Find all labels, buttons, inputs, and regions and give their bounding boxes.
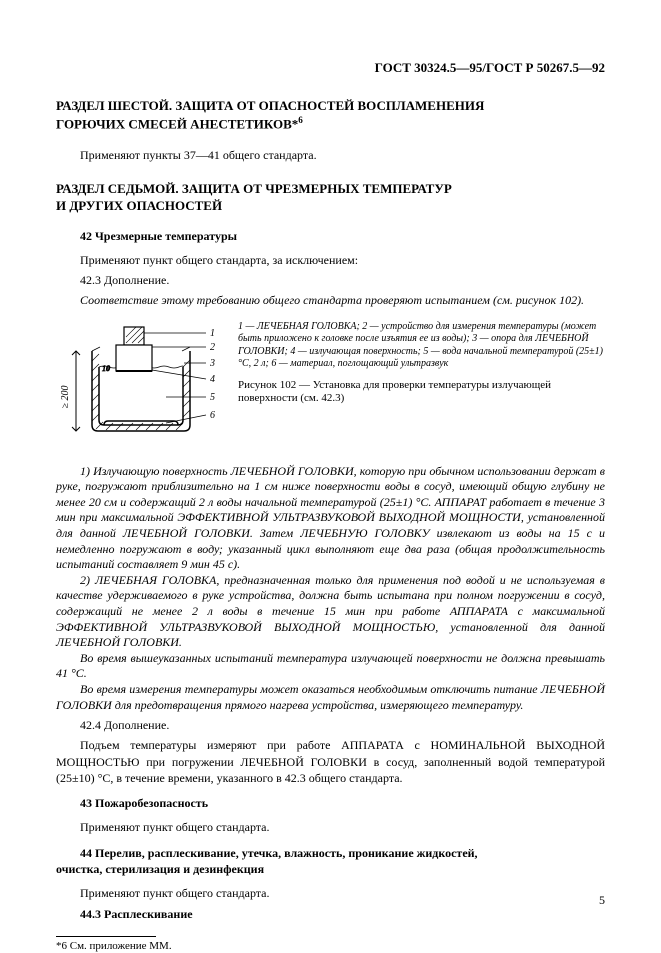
leader-1: 1 bbox=[210, 328, 215, 339]
section-6-paragraph: Применяют пункты 37—41 общего стандарта. bbox=[56, 147, 605, 163]
s42-p1: Применяют пункт общего стандарта, за иск… bbox=[56, 252, 605, 268]
s44-heading: 44 Перелив, расплескивание, утечка, влаж… bbox=[56, 845, 605, 877]
section-6-title-line1: РАЗДЕЛ ШЕСТОЙ. ЗАЩИТА ОТ ОПАСНОСТЕЙ ВОСП… bbox=[56, 98, 484, 113]
footnote-marker: *6 bbox=[56, 940, 67, 952]
footnote: *6 См. приложение ММ. bbox=[56, 939, 605, 953]
body-p2: 2) ЛЕЧЕБНАЯ ГОЛОВКА, предназначенная тол… bbox=[56, 573, 605, 651]
leader-6: 6 bbox=[210, 410, 215, 421]
body-p1: 1) Излучающую поверхность ЛЕЧЕБНОЙ ГОЛОВ… bbox=[56, 464, 605, 573]
figure-102-title: Рисунок 102 — Установка для проверки тем… bbox=[238, 379, 605, 407]
svg-text:10: 10 bbox=[102, 364, 110, 373]
dim-label: ≥ 200 bbox=[60, 385, 71, 408]
leader-4: 4 bbox=[210, 374, 215, 385]
section-7-title-line1: РАЗДЕЛ СЕДЬМОЙ. ЗАЩИТА ОТ ЧРЕЗМЕРНЫХ ТЕМ… bbox=[56, 181, 452, 196]
figure-102-caption: 1 — ЛЕЧЕБНАЯ ГОЛОВКА; 2 — устройство для… bbox=[226, 317, 605, 407]
footnote-text: См. приложение ММ. bbox=[67, 940, 172, 952]
s42-heading: 42 Чрезмерные температуры bbox=[56, 229, 605, 244]
s44-p1: Применяют пункт общего стандарта. bbox=[56, 885, 605, 901]
page-number: 5 bbox=[599, 893, 605, 908]
spacer bbox=[56, 167, 605, 181]
s44-heading-l2: очистка, стерилизация и дезинфекция bbox=[56, 862, 264, 876]
s42-p3: Соответствие этому требованию общего ста… bbox=[56, 292, 605, 308]
body-p4: Во время измерения температуры может ока… bbox=[56, 682, 605, 713]
figure-102: ≥ 200 bbox=[56, 317, 605, 452]
s43-p1: Применяют пункт общего стандарта. bbox=[56, 819, 605, 835]
s44-heading-l1: 44 Перелив, расплескивание, утечка, влаж… bbox=[80, 846, 478, 860]
section-6-title: РАЗДЕЛ ШЕСТОЙ. ЗАЩИТА ОТ ОПАСНОСТЕЙ ВОСП… bbox=[56, 98, 605, 133]
section-6-sup: 6 bbox=[298, 115, 303, 125]
leader-2: 2 bbox=[210, 342, 215, 353]
leader-3: 3 bbox=[209, 358, 215, 369]
s43-heading: 43 Пожаробезопасность bbox=[56, 796, 605, 811]
standard-code: ГОСТ 30324.5—95/ГОСТ Р 50267.5—92 bbox=[56, 60, 605, 76]
s42-p2: 42.3 Дополнение. bbox=[56, 272, 605, 288]
body-p5: 42.4 Дополнение. bbox=[56, 717, 605, 733]
leader-5: 5 bbox=[210, 392, 215, 403]
page: ГОСТ 30324.5—95/ГОСТ Р 50267.5—92 РАЗДЕЛ… bbox=[0, 0, 661, 936]
section-7-title: РАЗДЕЛ СЕДЬМОЙ. ЗАЩИТА ОТ ЧРЕЗМЕРНЫХ ТЕМ… bbox=[56, 181, 605, 215]
body-p6: Подъем температуры измеряют при работе А… bbox=[56, 737, 605, 786]
body-p3: Во время вышеуказанных испытаний темпера… bbox=[56, 651, 605, 682]
figure-102-legend: 1 — ЛЕЧЕБНАЯ ГОЛОВКА; 2 — устройство для… bbox=[238, 321, 605, 371]
section-6-title-line2: ГОРЮЧИХ СМЕСЕЙ АНЕСТЕТИКОВ* bbox=[56, 116, 298, 131]
section-7-title-line2: И ДРУГИХ ОПАСНОСТЕЙ bbox=[56, 198, 222, 213]
figure-102-diagram: ≥ 200 bbox=[56, 317, 226, 452]
s44-p2: 44.3 Расплескивание bbox=[56, 906, 605, 922]
